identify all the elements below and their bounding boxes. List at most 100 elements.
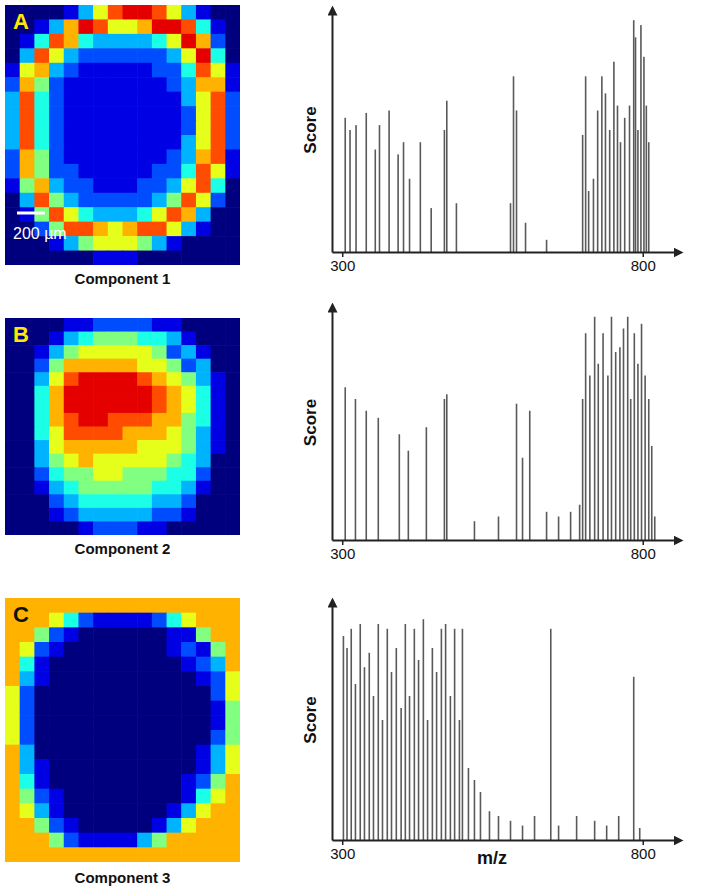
heat-cell — [34, 789, 49, 804]
heat-cell — [78, 77, 93, 92]
heat-cell — [211, 833, 226, 848]
heat-cell — [93, 5, 108, 20]
heat-cell — [34, 686, 49, 701]
bar — [597, 110, 599, 252]
heat-cell — [137, 686, 152, 701]
heat-cell — [167, 745, 182, 760]
heat-cell — [137, 5, 152, 20]
heat-cell — [152, 386, 167, 400]
heat-cell — [123, 642, 138, 657]
bar — [624, 118, 626, 252]
heat-cell — [181, 135, 196, 150]
heat-cell — [196, 399, 211, 413]
heat-cell — [34, 671, 49, 686]
bar — [594, 821, 596, 840]
heat-cell — [5, 642, 20, 657]
heat-cell — [93, 657, 108, 672]
heat-cell — [211, 427, 226, 441]
heat-cell — [64, 759, 79, 774]
heat-cell — [196, 193, 211, 208]
heat-cell — [152, 77, 167, 92]
heat-cell — [20, 467, 35, 481]
bar — [613, 62, 615, 252]
heat-cell — [181, 386, 196, 400]
heat-cell — [49, 774, 64, 789]
bar — [432, 648, 434, 840]
heat-cell — [196, 745, 211, 760]
heat-cell — [152, 164, 167, 179]
heat-cell — [49, 77, 64, 92]
heat-cell — [34, 833, 49, 848]
heat-cell — [64, 613, 79, 628]
bar — [441, 629, 443, 840]
heat-cell — [34, 508, 49, 522]
heat-cell — [108, 613, 123, 628]
heat-cell — [34, 345, 49, 359]
heat-cell — [196, 818, 211, 833]
bar — [637, 130, 639, 252]
heat-cell — [181, 494, 196, 508]
heat-cell — [20, 164, 35, 179]
heat-cell — [152, 63, 167, 78]
heat-cell — [196, 372, 211, 386]
heat-cell — [167, 121, 182, 136]
heat-cell — [196, 19, 211, 34]
heat-cell — [64, 34, 79, 49]
heat-cell — [20, 686, 35, 701]
bar — [637, 364, 639, 540]
heat-cell — [64, 399, 79, 413]
heat-cell — [211, 135, 226, 150]
heat-cell — [196, 207, 211, 222]
heat-cell — [137, 759, 152, 774]
heat-cell — [123, 149, 138, 164]
heat-cell — [211, 48, 226, 63]
bar — [525, 223, 527, 252]
heat-cell — [5, 251, 20, 265]
heat-cell — [5, 701, 20, 716]
heat-cell — [181, 715, 196, 730]
heat-cell — [167, 715, 182, 730]
bar — [648, 399, 650, 540]
heat-cell — [5, 178, 20, 193]
bar — [534, 816, 536, 840]
x-axis-title: m/z — [477, 848, 507, 868]
heat-cell — [196, 77, 211, 92]
heat-cell — [64, 135, 79, 150]
heat-cell — [20, 847, 35, 862]
heat-cell — [225, 508, 240, 522]
heat-cell — [49, 494, 64, 508]
bar — [516, 110, 518, 252]
heat-cell — [225, 5, 240, 20]
heat-cell — [167, 345, 182, 359]
heat-cell — [34, 774, 49, 789]
heat-cell — [211, 745, 226, 760]
bar — [617, 106, 619, 252]
heat-cell — [93, 345, 108, 359]
heat-cell — [20, 745, 35, 760]
heat-cell — [49, 642, 64, 657]
heat-cell — [152, 92, 167, 107]
heat-cell — [196, 671, 211, 686]
bar — [355, 125, 357, 252]
heat-cell — [137, 671, 152, 686]
heat-cell — [181, 642, 196, 657]
heat-cell — [152, 332, 167, 346]
heat-cell — [152, 686, 167, 701]
heat-cell — [93, 818, 108, 833]
heat-cell — [123, 63, 138, 78]
heat-cell — [225, 34, 240, 49]
heat-cell — [167, 149, 182, 164]
heat-cell — [34, 193, 49, 208]
heat-cell — [5, 715, 20, 730]
heat-cell — [34, 19, 49, 34]
heat-cell — [225, 789, 240, 804]
bar — [344, 118, 346, 252]
heat-cell — [5, 386, 20, 400]
heat-cell — [225, 467, 240, 481]
heat-cell — [78, 745, 93, 760]
heat-cell — [20, 193, 35, 208]
x-axis: 300800 — [330, 252, 680, 274]
heat-cell — [225, 63, 240, 78]
heat-cell — [181, 149, 196, 164]
heat-cell — [211, 494, 226, 508]
